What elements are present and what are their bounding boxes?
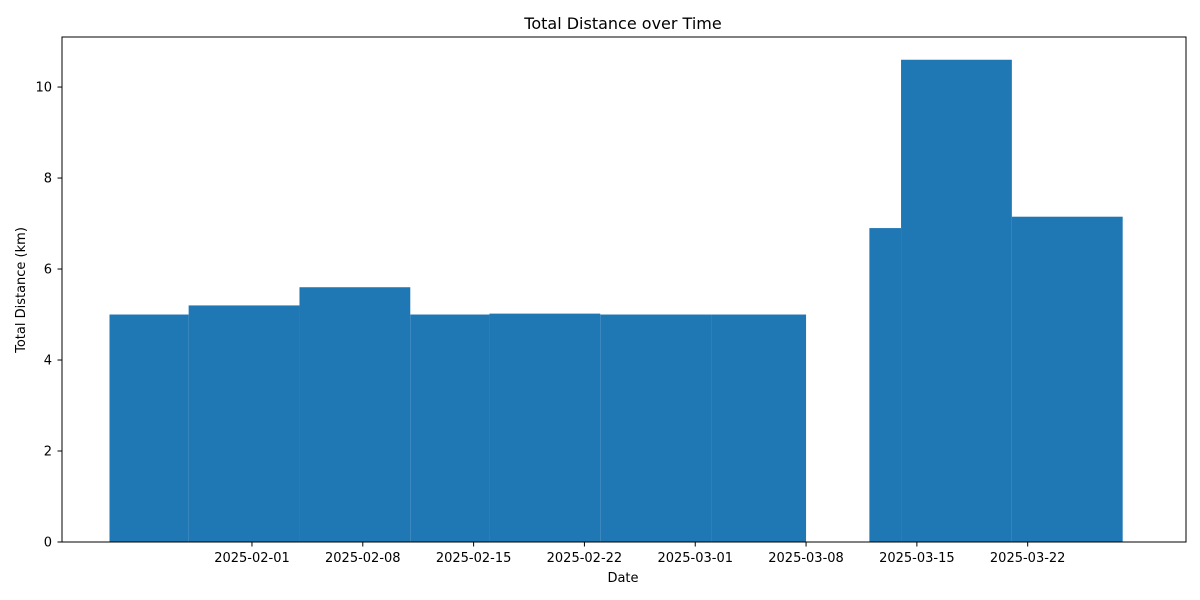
bar-0-7 [869,228,902,542]
bar-0-4 [489,313,601,542]
bar-0-0 [109,314,189,542]
axes-layer: 2025-02-01 2025-02-08 2025-02-15 2025-02-22… [35,36,1187,566]
bar-0-6 [711,314,807,542]
x-tick-label-2: 2025-02-15 [436,551,512,566]
bar-0-5 [600,314,712,542]
y-tick-label-3: 6 [44,263,52,278]
y-tick-label-0: 0 [44,536,52,551]
y-axis-title: Total Distance (km) [14,227,29,354]
x-tick-label-0: 2025-02-01 [214,551,290,566]
y-tick-label-2: 4 [44,354,52,369]
x-tick-label-7: 2025-03-22 [990,551,1066,566]
x-tick-label-5: 2025-03-08 [768,551,844,566]
bar-0-2 [299,287,411,542]
x-axis-title: Date [607,571,638,586]
bar-0-3 [410,314,490,542]
x-tick-label-3: 2025-02-22 [547,551,623,566]
bar-0-9 [1011,216,1123,542]
bar-0-1 [188,305,300,542]
x-tick-label-4: 2025-03-01 [657,551,733,566]
plot-frame [61,36,1187,543]
x-tick-label-6: 2025-03-15 [879,551,955,566]
bar-0-8 [901,59,1012,543]
chart-title: Total Distance over Time [523,14,721,33]
y-tick-label-5: 10 [35,81,52,96]
x-tick-label-1: 2025-02-08 [325,551,401,566]
bars-layer [109,59,1123,543]
y-tick-label-4: 8 [44,172,52,187]
y-tick-label-1: 2 [44,445,52,460]
